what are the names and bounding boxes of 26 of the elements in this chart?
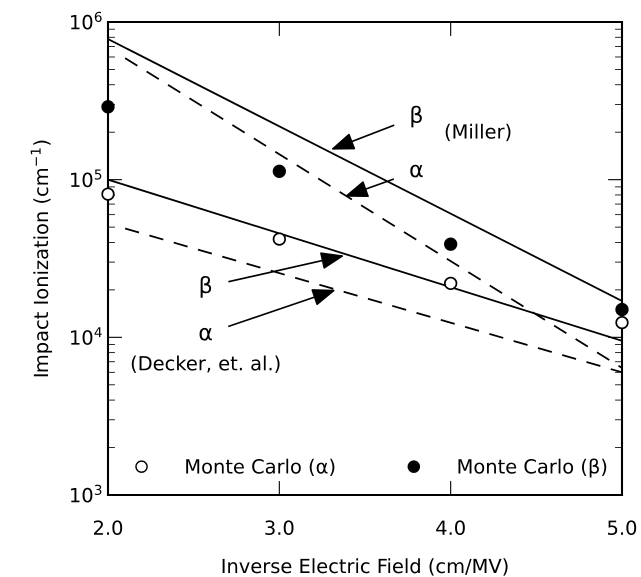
point xyxy=(272,232,286,246)
point xyxy=(444,237,458,251)
y-axis-title: Impact Ionization (cm$^{−1}$) xyxy=(30,140,52,376)
y-tick-label: 10$^{6}$ xyxy=(71,12,102,30)
point xyxy=(101,100,115,114)
annotation: β xyxy=(200,276,212,298)
x-tick-label: 4.0 xyxy=(436,520,465,536)
point xyxy=(272,164,286,178)
x-tick-label: 3.0 xyxy=(265,520,294,536)
point xyxy=(101,187,115,201)
y-tick-label: 10$^{4}$ xyxy=(71,327,102,345)
y-tick-label: 10$^{5}$ xyxy=(71,170,102,188)
annotation: α xyxy=(200,328,212,341)
x-tick-label: 2.0 xyxy=(94,520,122,536)
y-tick-label: 10$^{3}$ xyxy=(71,484,102,503)
point xyxy=(615,316,629,330)
x-axis-title: Inverse Electric Field (cm/MV) xyxy=(222,558,508,576)
point xyxy=(615,302,629,316)
annotation: β xyxy=(411,106,422,128)
annotation: α xyxy=(410,164,423,178)
legend-label: Monte Carlo (β) xyxy=(458,458,606,478)
annotation: (Decker, et. al.) xyxy=(132,356,280,373)
legend-label: Monte Carlo (α) xyxy=(186,458,334,476)
annotation: (Miller) xyxy=(446,124,510,142)
x-tick-label: 5.0 xyxy=(608,520,636,536)
point xyxy=(444,276,458,290)
